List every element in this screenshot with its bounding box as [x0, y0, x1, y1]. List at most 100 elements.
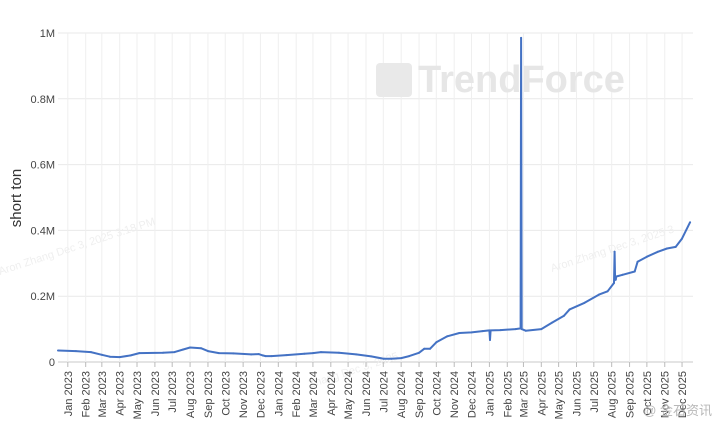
- data-point: [636, 260, 639, 263]
- data-point: [520, 328, 523, 331]
- data-point: [614, 278, 617, 281]
- series-group: [57, 36, 692, 360]
- x-tick-label: Jul 2025: [589, 371, 601, 413]
- data-point: [400, 357, 403, 360]
- x-tick-label: Jan 2023: [63, 371, 75, 416]
- data-point: [270, 355, 273, 358]
- data-point: [118, 356, 121, 359]
- data-point: [418, 351, 420, 354]
- data-point: [311, 352, 314, 355]
- y-axis-title: short ton: [8, 169, 25, 227]
- data-point: [320, 351, 322, 354]
- data-point: [633, 270, 636, 273]
- data-point: [499, 329, 502, 332]
- data-point: [257, 353, 260, 356]
- x-tick-label: Aug 2025: [607, 371, 619, 418]
- corner-watermark: @ 金石资讯: [643, 403, 712, 418]
- data-point: [200, 347, 202, 350]
- data-point: [74, 350, 77, 353]
- data-point: [489, 329, 492, 332]
- x-tick-label: May 2024: [343, 371, 355, 419]
- data-point: [355, 353, 358, 356]
- data-point: [666, 247, 668, 250]
- data-point: [162, 351, 164, 354]
- data-point: [551, 321, 554, 324]
- y-tick-label: 0.6M: [31, 160, 55, 172]
- x-tick-label: Apr 2025: [536, 371, 548, 416]
- data-point: [621, 273, 624, 276]
- x-axis: Jan 2023 Feb 2023 Mar 2023 Apr 2023 May 2023…: [63, 362, 689, 419]
- data-point: [264, 355, 267, 358]
- data-point: [562, 314, 565, 317]
- data-point: [613, 250, 616, 253]
- x-tick-label: Jan 2025: [484, 371, 496, 416]
- data-point: [520, 36, 523, 39]
- data-point: [470, 331, 473, 334]
- data-point: [446, 335, 449, 338]
- data-point: [217, 352, 220, 355]
- data-point: [514, 328, 517, 331]
- data-point: [370, 355, 373, 358]
- data-point: [250, 353, 253, 356]
- x-tick-label: Apr 2023: [115, 371, 127, 416]
- data-point: [390, 357, 393, 360]
- y-tick-label: 0.8M: [31, 94, 55, 106]
- x-tick-label: Feb 2024: [291, 371, 303, 417]
- data-point: [613, 282, 615, 284]
- data-point: [489, 339, 491, 341]
- x-tick-label: Jul 2023: [167, 371, 179, 413]
- data-point: [108, 355, 111, 358]
- data-point: [435, 341, 438, 344]
- x-tick-label: Nov 2025: [660, 371, 672, 418]
- x-tick-label: May 2025: [554, 371, 566, 419]
- data-point: [261, 354, 264, 357]
- data-point: [182, 348, 185, 351]
- data-point: [285, 354, 288, 357]
- data-point: [100, 353, 103, 356]
- data-point: [524, 329, 527, 332]
- trendforce-logo-icon: [376, 63, 412, 97]
- x-tick-label: May 2023: [132, 371, 144, 419]
- x-tick-label: Jun 2023: [150, 371, 162, 416]
- x-tick-label: Dec 2025: [677, 371, 689, 418]
- x-tick-label: Feb 2025: [502, 371, 514, 417]
- data-point: [689, 221, 692, 224]
- x-tick-label: Nov 2023: [238, 371, 250, 418]
- x-tick-label: Feb 2023: [81, 371, 93, 417]
- data-point: [57, 349, 59, 352]
- x-tick-label: Mar 2023: [97, 371, 109, 417]
- data-point: [598, 293, 600, 296]
- x-tick-label: Sep 2025: [625, 371, 637, 418]
- x-tick-label: Oct 2025: [642, 371, 654, 416]
- x-tick-label: Oct 2024: [431, 371, 443, 416]
- data-point: [138, 352, 141, 355]
- x-tick-label: Dec 2024: [467, 371, 479, 418]
- series-line: [57, 36, 691, 360]
- x-tick-label: Mar 2024: [308, 371, 320, 417]
- x-tick-label: Oct 2023: [220, 371, 232, 416]
- gridlines: [58, 32, 693, 363]
- y-tick-label: 0.2M: [31, 291, 55, 303]
- data-point: [423, 347, 426, 350]
- x-tick-label: Sep 2023: [203, 371, 215, 418]
- x-tick-label: Jun 2025: [571, 371, 583, 416]
- data-point: [674, 245, 677, 248]
- data-point: [408, 355, 411, 358]
- y-tick-label: 0: [49, 357, 55, 369]
- x-tick-label: Mar 2025: [518, 371, 530, 417]
- data-point: [189, 346, 192, 349]
- x-tick-label: Jan 2024: [273, 371, 285, 416]
- data-point: [303, 352, 306, 355]
- data-point: [89, 351, 92, 354]
- data-point: [606, 290, 609, 293]
- data-point: [540, 328, 543, 331]
- data-point: [481, 330, 484, 333]
- data-point: [645, 255, 648, 258]
- data-point: [129, 354, 132, 357]
- data-point: [681, 237, 683, 240]
- data-point: [583, 301, 586, 304]
- x-tick-label: Apr 2024: [326, 371, 338, 416]
- y-tick-label: 0.4M: [31, 225, 55, 237]
- data-point: [232, 352, 235, 355]
